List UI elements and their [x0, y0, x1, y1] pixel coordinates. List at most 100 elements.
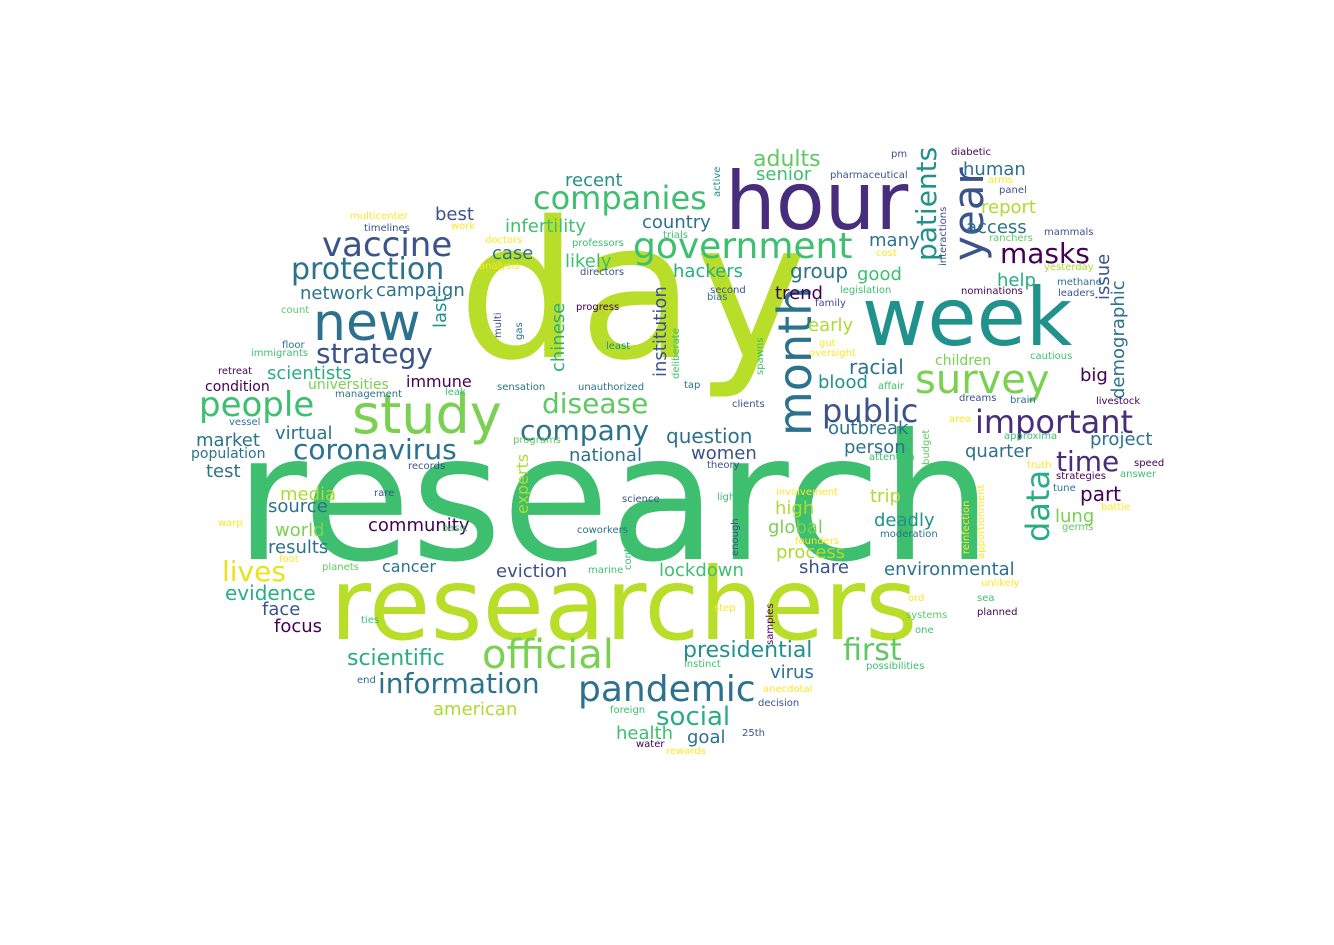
word-report: report: [981, 197, 1036, 218]
word-basic: basic: [442, 523, 468, 534]
word-records: records: [408, 461, 446, 472]
word-disease: disease: [542, 387, 649, 420]
word-light: light: [717, 492, 740, 503]
word-company: company: [520, 414, 650, 447]
word-environmental: environmental: [884, 559, 1015, 580]
word-marine: marine: [588, 565, 624, 576]
word-scientists: scientists: [267, 363, 352, 384]
word-health: health: [616, 723, 673, 744]
word-national: national: [569, 445, 642, 466]
word-universities: universities: [308, 377, 389, 393]
word-focus: focus: [274, 616, 323, 637]
word-pm: pm: [891, 149, 908, 160]
word-multi: multi: [493, 312, 504, 338]
word-experts: experts: [513, 453, 532, 514]
word-eviction: eviction: [496, 561, 568, 582]
word-timelines: timelines: [364, 223, 410, 234]
word-research: research: [235, 398, 993, 601]
word-retreat: retreat: [218, 366, 253, 377]
word-group: group: [790, 259, 849, 283]
word-approxima: approxima: [1004, 431, 1058, 442]
word-affair: affair: [878, 381, 905, 392]
word-high: high: [775, 498, 815, 519]
word-evidence: evidence: [225, 581, 316, 605]
word-analysis: analysis: [479, 261, 520, 272]
word-vaccine: vaccine: [322, 225, 453, 265]
word-media: media: [280, 484, 337, 505]
word-speed: speed: [1134, 458, 1165, 469]
word-source: source: [268, 496, 328, 517]
word-nominations: nominations: [961, 286, 1023, 297]
word-person: person: [844, 437, 906, 458]
word-adults: adults: [753, 147, 821, 172]
word-germs: germs: [1062, 522, 1094, 533]
word-tap: tap: [684, 380, 701, 391]
word-reinfection: reinfection: [961, 500, 972, 555]
word-public: public: [822, 392, 919, 430]
word-foreign: foreign: [610, 705, 646, 716]
word-count: count: [281, 305, 310, 316]
word-strategy: strategy: [316, 337, 433, 370]
word-institution: institution: [650, 286, 671, 377]
word-day: day: [458, 181, 808, 402]
word-data: data: [1019, 469, 1057, 542]
word-science: science: [622, 494, 660, 505]
word-panel: panel: [999, 185, 1027, 196]
word-important: important: [975, 403, 1134, 441]
word-part: part: [1080, 482, 1122, 506]
word-coworkers: coworkers: [577, 525, 628, 536]
word-deadly: deadly: [874, 510, 935, 531]
word-blood: blood: [818, 372, 868, 393]
word-likely: likely: [565, 251, 612, 272]
word-diabetic: diabetic: [951, 147, 991, 158]
word-hackers: hackers: [673, 261, 743, 282]
word-lung: lung: [1055, 506, 1095, 527]
word-work: work: [451, 221, 476, 232]
word-good: good: [857, 264, 902, 285]
word-global: global: [768, 517, 823, 538]
word-scientific: scientific: [347, 646, 445, 671]
word-oversight: oversight: [809, 348, 856, 359]
word-first: first: [843, 633, 902, 668]
word-people: people: [199, 385, 315, 425]
word-ties: ties: [361, 615, 380, 626]
word-planned: planned: [977, 607, 1018, 618]
word-human: human: [963, 159, 1026, 180]
word-lockdown: lockdown: [659, 560, 744, 581]
word-gut: gut: [819, 338, 836, 349]
word-warp: warp: [218, 518, 243, 529]
word-management: management: [335, 389, 402, 400]
word-goal: goal: [687, 727, 726, 748]
word-unauthorized: unauthorized: [578, 382, 645, 393]
word-help: help: [997, 270, 1036, 291]
word-samples: samples: [765, 603, 776, 645]
word-project: project: [1090, 429, 1153, 450]
word-vessel: vessel: [229, 417, 261, 428]
word-programs: programs: [513, 435, 561, 446]
word-process: process: [776, 542, 846, 563]
word-test: test: [206, 461, 241, 482]
word-rewards: rewards: [666, 746, 706, 757]
word-one: one: [915, 625, 934, 636]
word-access: access: [966, 217, 1027, 238]
word-interactions: interactions: [938, 206, 949, 266]
word-quarter: quarter: [965, 441, 1032, 462]
word-hour: hour: [725, 155, 909, 248]
word-outbreak: outbreak: [828, 418, 909, 439]
word-big: big: [1080, 365, 1108, 386]
word-water: water: [636, 739, 665, 750]
word-gas: gas: [514, 322, 525, 340]
word-new: new: [313, 293, 421, 353]
word-pharmaceutical: pharmaceutical: [830, 170, 908, 181]
word-attention: attention: [869, 452, 915, 463]
word-ranchers: ranchers: [989, 233, 1033, 244]
word-legislation: legislation: [840, 285, 892, 296]
word-population: population: [191, 446, 266, 462]
word-yesterday: yesterday: [1044, 262, 1094, 273]
word-protection: protection: [291, 252, 445, 287]
word-results: results: [268, 537, 329, 558]
word-answer: answer: [1120, 469, 1157, 480]
word-information: information: [378, 667, 540, 700]
word-theory: theory: [707, 460, 740, 471]
word-presidential: presidential: [683, 638, 813, 663]
